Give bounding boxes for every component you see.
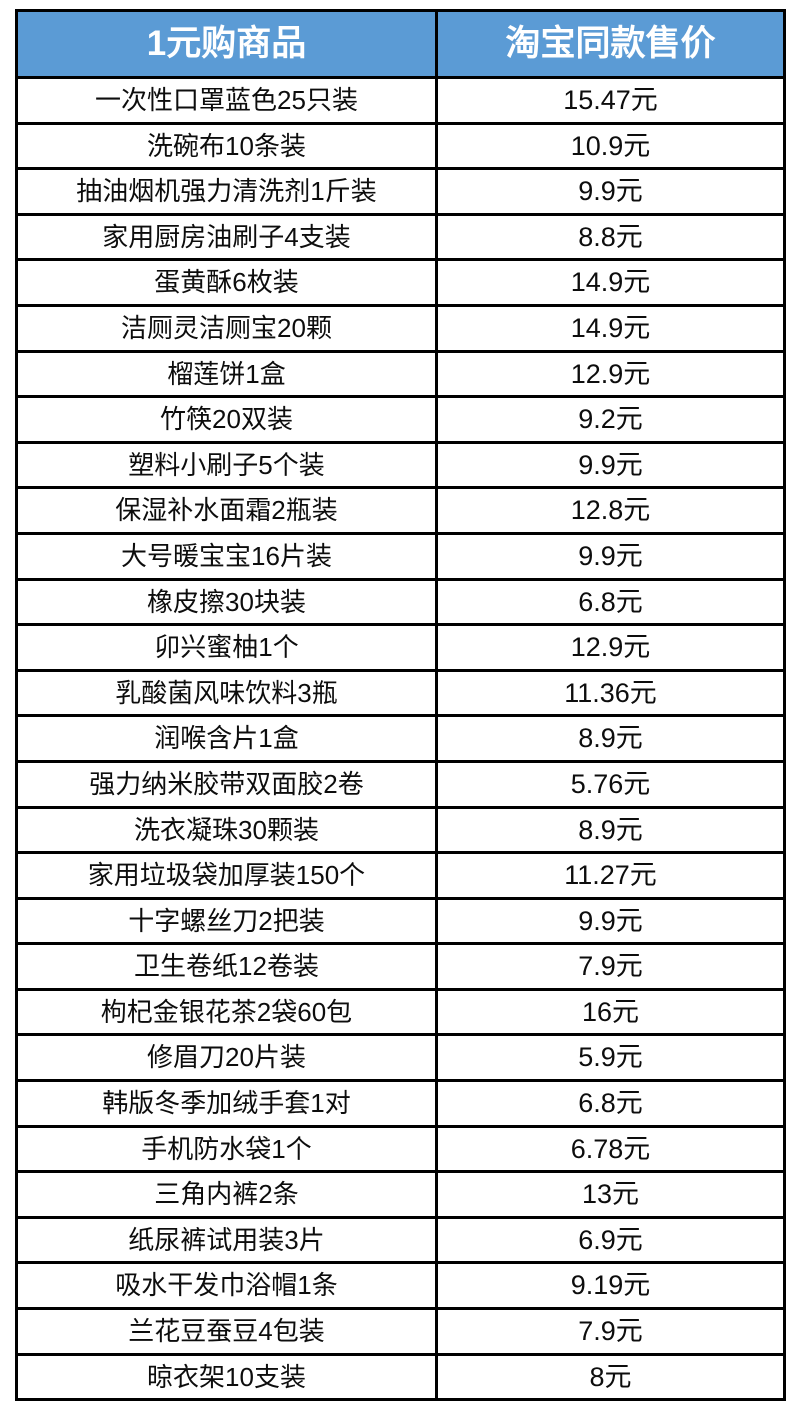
cell-price: 6.8元 bbox=[435, 1079, 786, 1128]
cell-product: 手机防水袋1个 bbox=[15, 1124, 438, 1174]
cell-product: 洗衣凝珠30颗装 bbox=[15, 805, 438, 855]
table-row: 一次性口罩蓝色25只装 15.47元 bbox=[15, 76, 786, 125]
table-row: 榴莲饼1盒 12.9元 bbox=[15, 349, 786, 399]
cell-price: 11.36元 bbox=[435, 668, 786, 718]
cell-price: 14.9元 bbox=[435, 303, 786, 353]
table-row: 洗衣凝珠30颗装 8.9元 bbox=[15, 805, 786, 855]
cell-price: 16元 bbox=[435, 987, 786, 1037]
cell-price: 5.9元 bbox=[435, 1033, 786, 1083]
cell-price: 12.9元 bbox=[435, 349, 786, 399]
table-row: 塑料小刷子5个装 9.9元 bbox=[15, 440, 786, 490]
table-row: 洁厕灵洁厕宝20颗 14.9元 bbox=[15, 303, 786, 353]
cell-price: 5.76元 bbox=[435, 759, 786, 809]
cell-product: 枸杞金银花茶2袋60包 bbox=[15, 987, 438, 1037]
cell-product: 润喉含片1盒 bbox=[15, 714, 438, 763]
cell-product: 橡皮擦30块装 bbox=[15, 577, 438, 627]
cell-price: 12.9元 bbox=[435, 623, 786, 672]
cell-price: 11.27元 bbox=[435, 851, 786, 900]
cell-product: 一次性口罩蓝色25只装 bbox=[15, 76, 438, 125]
cell-price: 6.9元 bbox=[435, 1215, 786, 1265]
cell-product: 强力纳米胶带双面胶2卷 bbox=[15, 759, 438, 809]
cell-product: 塑料小刷子5个装 bbox=[15, 440, 438, 490]
cell-price: 9.9元 bbox=[435, 531, 786, 581]
cell-product: 洗碗布10条装 bbox=[15, 121, 438, 171]
cell-product: 乳酸菌风味饮料3瓶 bbox=[15, 668, 438, 718]
cell-price: 13元 bbox=[435, 1170, 786, 1219]
table-header: 1元购商品 淘宝同款售价 bbox=[15, 9, 786, 79]
table-row: 吸水干发巾浴帽1条 9.19元 bbox=[15, 1261, 786, 1311]
cell-price: 7.9元 bbox=[435, 1307, 786, 1356]
column-header-product: 1元购商品 bbox=[15, 9, 438, 79]
cell-product: 晾衣架10支装 bbox=[15, 1352, 438, 1401]
cell-price: 6.8元 bbox=[435, 577, 786, 627]
price-comparison-table-wrapper: 1元购商品 淘宝同款售价 一次性口罩蓝色25只装 15.47元 洗碗布10条装 10.… bbox=[15, 9, 786, 1401]
cell-product: 抽油烟机强力清洗剂1斤装 bbox=[15, 167, 438, 216]
table-row: 竹筷20双装 9.2元 bbox=[15, 395, 786, 444]
table-row: 强力纳米胶带双面胶2卷 5.76元 bbox=[15, 759, 786, 809]
cell-price: 10.9元 bbox=[435, 121, 786, 171]
cell-product: 兰花豆蚕豆4包装 bbox=[15, 1307, 438, 1356]
table-row: 晾衣架10支装 8元 bbox=[15, 1352, 786, 1401]
table-row: 卫生卷纸12卷装 7.9元 bbox=[15, 942, 786, 991]
cell-product: 修眉刀20片装 bbox=[15, 1033, 438, 1083]
cell-price: 7.9元 bbox=[435, 942, 786, 991]
table-row: 家用厨房油刷子4支装 8.8元 bbox=[15, 212, 786, 262]
table-row: 兰花豆蚕豆4包装 7.9元 bbox=[15, 1307, 786, 1356]
table-row: 保湿补水面霜2瓶装 12.8元 bbox=[15, 486, 786, 535]
table-row: 润喉含片1盒 8.9元 bbox=[15, 714, 786, 763]
cell-price: 8.8元 bbox=[435, 212, 786, 262]
cell-product: 家用垃圾袋加厚装150个 bbox=[15, 851, 438, 900]
table-row: 乳酸菌风味饮料3瓶 11.36元 bbox=[15, 668, 786, 718]
table-row: 修眉刀20片装 5.9元 bbox=[15, 1033, 786, 1083]
table-row: 抽油烟机强力清洗剂1斤装 9.9元 bbox=[15, 167, 786, 216]
cell-price: 9.2元 bbox=[435, 395, 786, 444]
cell-product: 卫生卷纸12卷装 bbox=[15, 942, 438, 991]
price-comparison-table: 1元购商品 淘宝同款售价 一次性口罩蓝色25只装 15.47元 洗碗布10条装 10.… bbox=[15, 9, 786, 1401]
cell-product: 十字螺丝刀2把装 bbox=[15, 896, 438, 946]
cell-product: 家用厨房油刷子4支装 bbox=[15, 212, 438, 262]
cell-price: 9.19元 bbox=[435, 1261, 786, 1311]
cell-product: 榴莲饼1盒 bbox=[15, 349, 438, 399]
cell-product: 韩版冬季加绒手套1对 bbox=[15, 1079, 438, 1128]
cell-product: 竹筷20双装 bbox=[15, 395, 438, 444]
cell-price: 8.9元 bbox=[435, 805, 786, 855]
cell-product: 保湿补水面霜2瓶装 bbox=[15, 486, 438, 535]
cell-price: 8元 bbox=[435, 1352, 786, 1401]
cell-price: 6.78元 bbox=[435, 1124, 786, 1174]
cell-product: 卯兴蜜柚1个 bbox=[15, 623, 438, 672]
cell-price: 9.9元 bbox=[435, 167, 786, 216]
cell-price: 9.9元 bbox=[435, 440, 786, 490]
column-header-price: 淘宝同款售价 bbox=[435, 9, 786, 79]
cell-price: 9.9元 bbox=[435, 896, 786, 946]
table-row: 枸杞金银花茶2袋60包 16元 bbox=[15, 987, 786, 1037]
table-row: 橡皮擦30块装 6.8元 bbox=[15, 577, 786, 627]
table-row: 蛋黄酥6枚装 14.9元 bbox=[15, 258, 786, 307]
table-body: 一次性口罩蓝色25只装 15.47元 洗碗布10条装 10.9元 抽油烟机强力清洗剂1斤… bbox=[15, 76, 786, 1401]
cell-product: 吸水干发巾浴帽1条 bbox=[15, 1261, 438, 1311]
cell-price: 14.9元 bbox=[435, 258, 786, 307]
cell-product: 洁厕灵洁厕宝20颗 bbox=[15, 303, 438, 353]
table-row: 三角内裤2条 13元 bbox=[15, 1170, 786, 1219]
cell-product: 蛋黄酥6枚装 bbox=[15, 258, 438, 307]
table-row: 手机防水袋1个 6.78元 bbox=[15, 1124, 786, 1174]
table-row: 家用垃圾袋加厚装150个 11.27元 bbox=[15, 851, 786, 900]
cell-product: 纸尿裤试用装3片 bbox=[15, 1215, 438, 1265]
cell-price: 8.9元 bbox=[435, 714, 786, 763]
table-row: 大号暖宝宝16片装 9.9元 bbox=[15, 531, 786, 581]
cell-product: 大号暖宝宝16片装 bbox=[15, 531, 438, 581]
cell-price: 12.8元 bbox=[435, 486, 786, 535]
page-root: 1元购商品 淘宝同款售价 一次性口罩蓝色25只装 15.47元 洗碗布10条装 10.… bbox=[15, 9, 786, 1401]
cell-price: 15.47元 bbox=[435, 76, 786, 125]
cell-product: 三角内裤2条 bbox=[15, 1170, 438, 1219]
table-row: 卯兴蜜柚1个 12.9元 bbox=[15, 623, 786, 672]
table-row: 洗碗布10条装 10.9元 bbox=[15, 121, 786, 171]
table-row: 韩版冬季加绒手套1对 6.8元 bbox=[15, 1079, 786, 1128]
table-row: 十字螺丝刀2把装 9.9元 bbox=[15, 896, 786, 946]
table-header-row: 1元购商品 淘宝同款售价 bbox=[15, 9, 786, 79]
table-row: 纸尿裤试用装3片 6.9元 bbox=[15, 1215, 786, 1265]
